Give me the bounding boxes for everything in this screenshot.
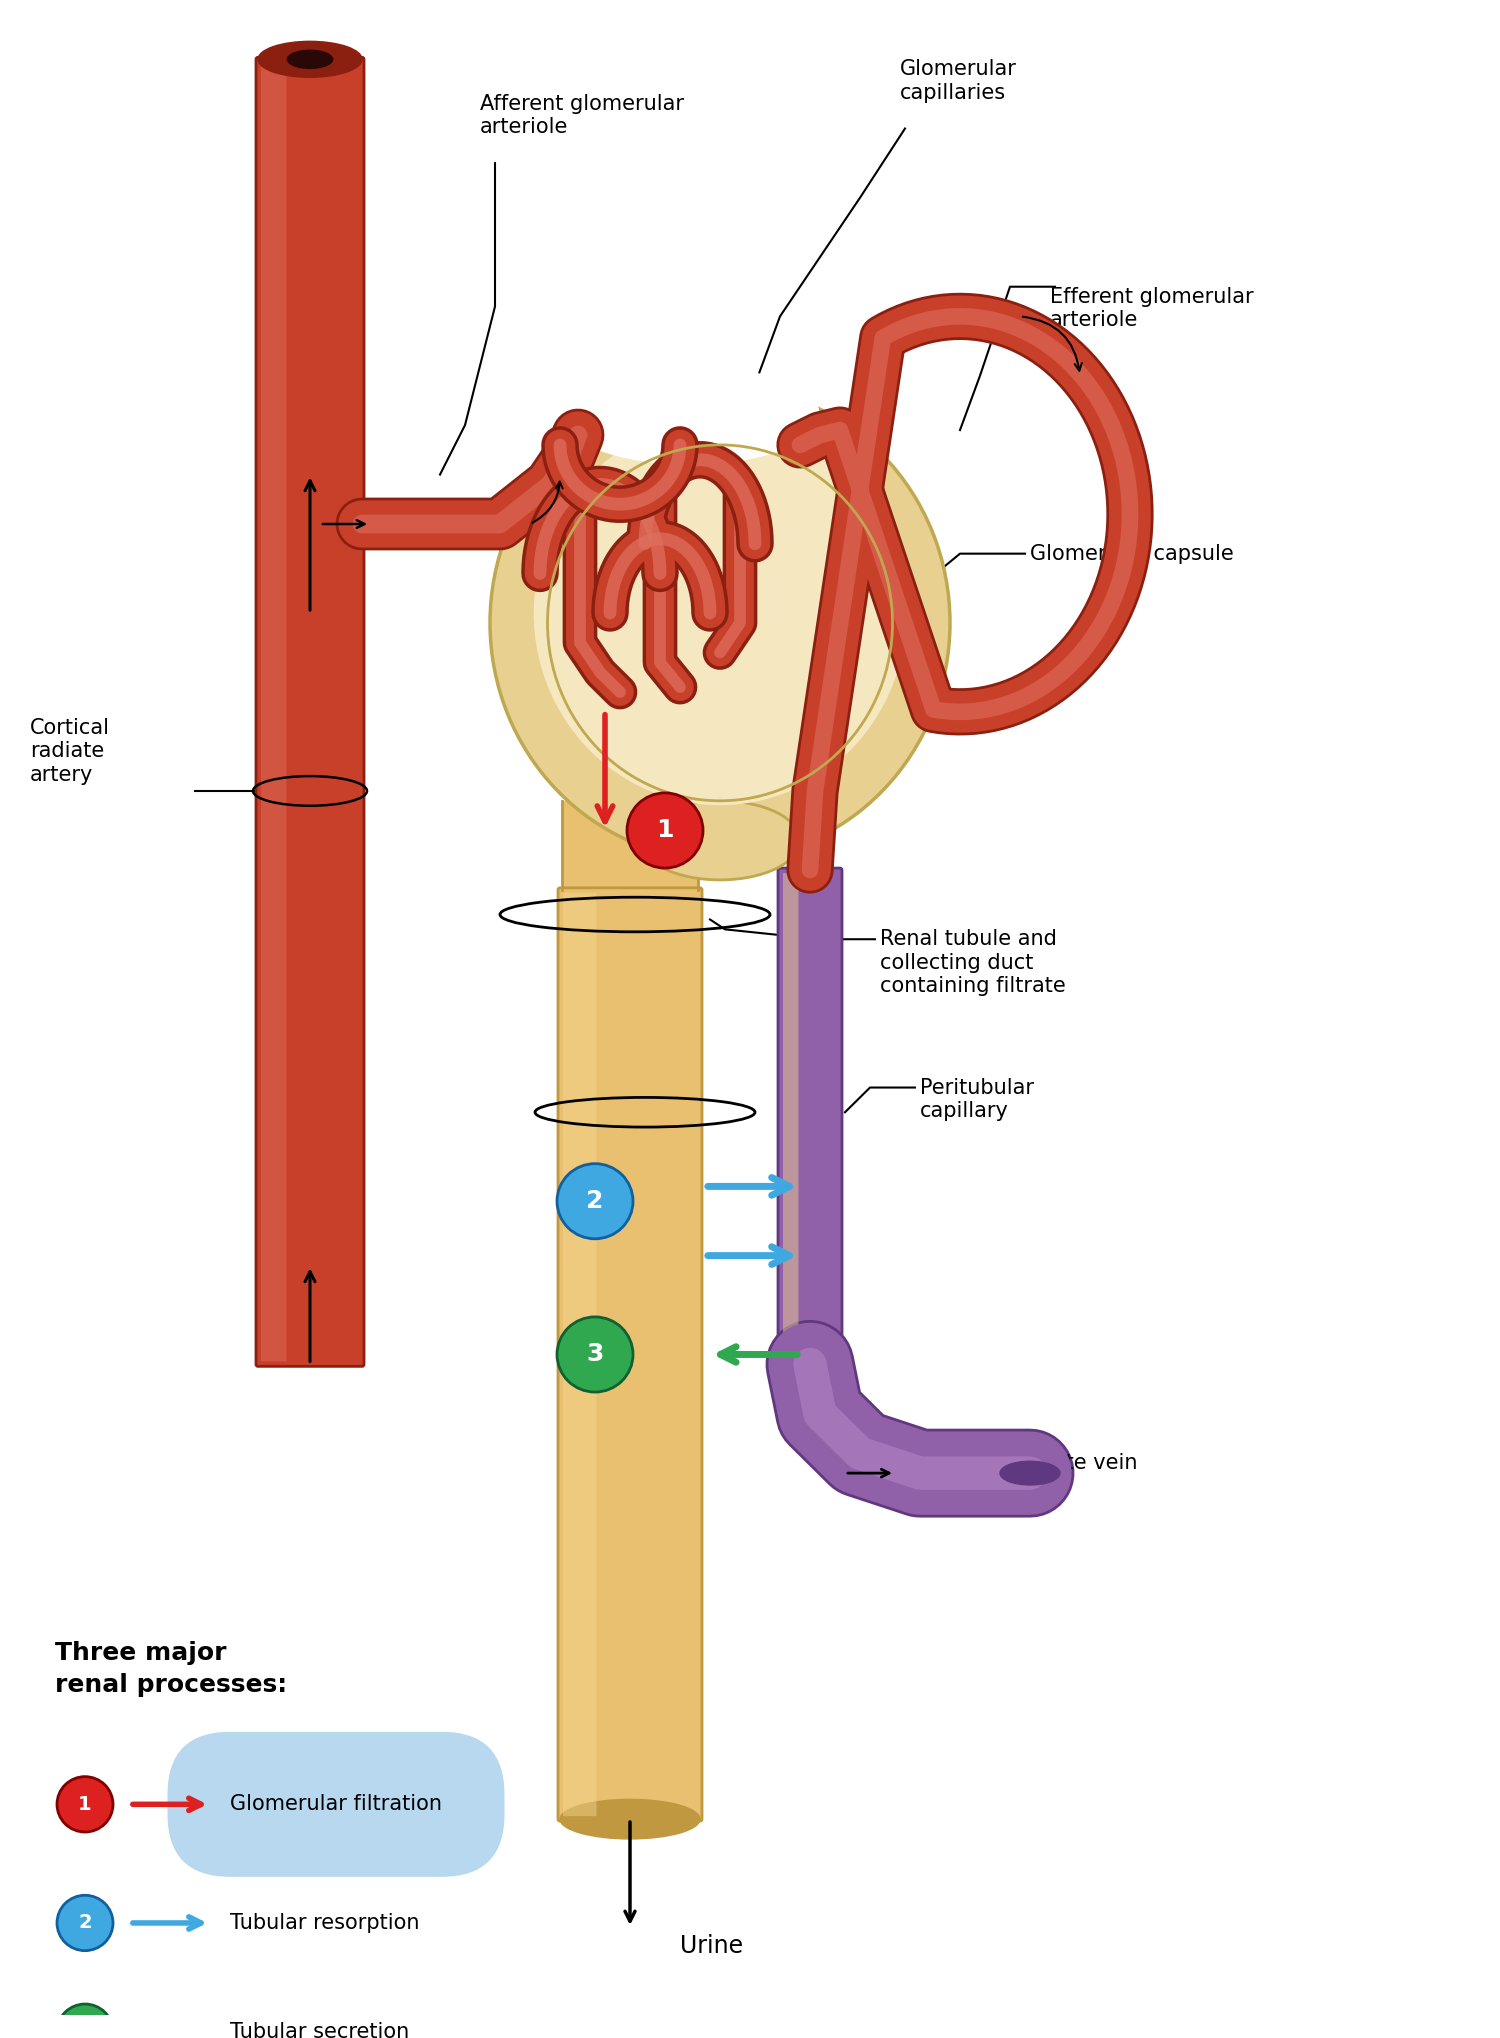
Ellipse shape: [534, 420, 906, 805]
Text: Afferent glomerular
arteriole: Afferent glomerular arteriole: [480, 94, 684, 137]
Ellipse shape: [258, 41, 362, 77]
FancyBboxPatch shape: [778, 868, 842, 1365]
Circle shape: [57, 2003, 112, 2038]
Text: Three major
renal processes:: Three major renal processes:: [56, 1641, 286, 1698]
Circle shape: [57, 1777, 112, 1832]
Text: 2: 2: [78, 1914, 92, 1932]
Ellipse shape: [560, 365, 820, 465]
Text: Efferent glomerular
arteriole: Efferent glomerular arteriole: [1050, 287, 1254, 330]
Text: Urine: Urine: [680, 1934, 742, 1959]
FancyBboxPatch shape: [261, 63, 286, 1361]
Ellipse shape: [1000, 1461, 1060, 1486]
Text: Cortical
radiate
artery: Cortical radiate artery: [30, 717, 109, 785]
FancyBboxPatch shape: [256, 57, 364, 1365]
FancyBboxPatch shape: [558, 889, 702, 1822]
Text: 1: 1: [657, 819, 674, 842]
Ellipse shape: [490, 385, 950, 860]
Text: Peritubular
capillary: Peritubular capillary: [920, 1078, 1034, 1121]
Text: 3: 3: [586, 1343, 603, 1365]
Text: Glomerular capsule: Glomerular capsule: [1030, 544, 1233, 565]
Circle shape: [57, 1895, 112, 1950]
Text: Glomerular
capillaries: Glomerular capillaries: [900, 59, 1017, 102]
Ellipse shape: [286, 49, 333, 69]
Ellipse shape: [560, 1800, 700, 1838]
FancyBboxPatch shape: [562, 893, 597, 1816]
FancyBboxPatch shape: [783, 872, 798, 1361]
Text: 3: 3: [78, 2022, 92, 2038]
Text: Glomerular filtration: Glomerular filtration: [230, 1793, 442, 1814]
Text: Renal tubule and
collecting duct
containing filtrate: Renal tubule and collecting duct contain…: [880, 929, 1065, 997]
Text: To cortical radiate vein: To cortical radiate vein: [900, 1453, 1137, 1473]
Text: 1: 1: [78, 1795, 92, 1814]
Circle shape: [556, 1164, 633, 1239]
Circle shape: [627, 793, 704, 868]
Text: Tubular resorption: Tubular resorption: [230, 1914, 420, 1932]
Text: Tubular secretion: Tubular secretion: [230, 2022, 410, 2038]
Text: 2: 2: [586, 1190, 603, 1213]
Circle shape: [556, 1317, 633, 1392]
Ellipse shape: [640, 801, 800, 880]
